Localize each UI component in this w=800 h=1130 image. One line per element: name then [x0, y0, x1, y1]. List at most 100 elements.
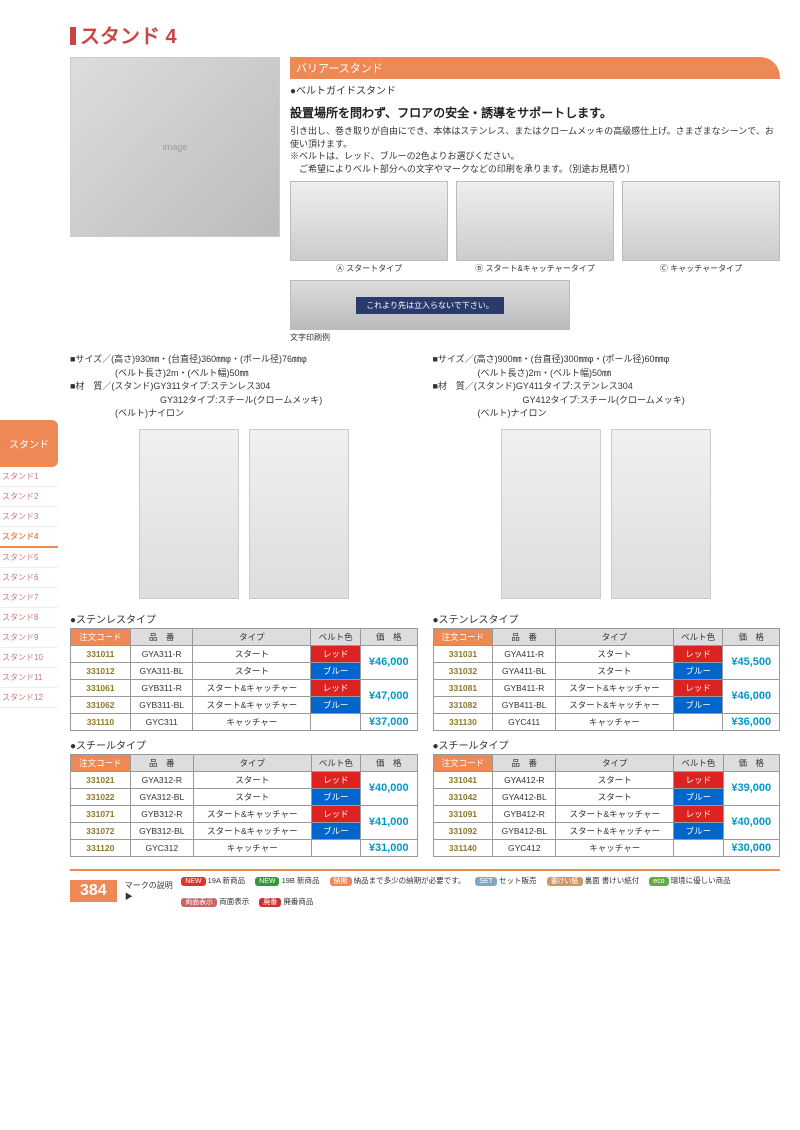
price: ¥41,000 [361, 805, 417, 839]
table-title: ●ステンレスタイプ [70, 611, 418, 626]
price: ¥46,000 [723, 679, 780, 713]
order-code: 331012 [71, 662, 131, 679]
product-table: 注文コード品 番タイプベルト色価 格331021GYA312-Rスタートレッド¥… [70, 754, 418, 857]
type-cell: スタート&キャッチャー [556, 805, 674, 822]
belt-color [311, 713, 361, 730]
model-number: GYB311-BL [130, 696, 193, 713]
order-code: 331120 [71, 839, 131, 856]
order-code: 331082 [433, 696, 493, 713]
model-number: GYC311 [130, 713, 193, 730]
table-row: 331140GYC412キャッチャー¥30,000 [433, 839, 780, 856]
stand-image [139, 429, 239, 599]
sidebar-item[interactable]: スタンド9 [0, 628, 58, 648]
sidebar-item[interactable]: スタンド8 [0, 608, 58, 628]
model-number: GYB311-R [130, 679, 193, 696]
model-number: GYA412-R [493, 771, 556, 788]
stand-image [611, 429, 711, 599]
model-number: GYB412-R [493, 805, 556, 822]
belt-color [311, 839, 360, 856]
type-cell: キャッチャー [555, 713, 673, 730]
belt-color: ブルー [311, 822, 360, 839]
category-band: バリアースタンド [290, 57, 780, 79]
model-number: GYC312 [130, 839, 193, 856]
order-code: 331081 [433, 679, 493, 696]
model-number: GYA412-BL [493, 788, 556, 805]
type-cell: スタート [193, 645, 311, 662]
sidebar-item[interactable]: スタンド5 [0, 548, 58, 568]
order-code: 331071 [71, 805, 131, 822]
sidebar-item[interactable]: スタンド6 [0, 568, 58, 588]
type-cell: スタート&キャッチャー [193, 679, 311, 696]
order-code: 331110 [71, 713, 131, 730]
type-cell: スタート [556, 771, 674, 788]
sidebar-item[interactable]: スタンド7 [0, 588, 58, 608]
sidebar-item[interactable]: スタンド4 [0, 527, 58, 548]
page-number: 384 [70, 880, 117, 902]
belt-color: レッド [311, 771, 360, 788]
spec-left: ■サイズ／(高さ)930㎜・(台直径)360㎜φ・(ポール径)76㎜φ (ベルト… [70, 353, 418, 421]
table-title: ●ステンレスタイプ [433, 611, 781, 626]
type-cell: スタート&キャッチャー [193, 805, 311, 822]
price: ¥40,000 [361, 771, 417, 805]
type-cell: スタート&キャッチャー [556, 822, 674, 839]
belt-color: ブルー [673, 662, 723, 679]
belt-color: ブルー [311, 788, 360, 805]
table-row: 331081GYB411-Rスタート&キャッチャーレッド¥46,000 [433, 679, 780, 696]
type-cell: スタート [193, 662, 311, 679]
sidebar-main: スタンド [0, 420, 58, 467]
description-text: 引き出し、巻き取りが自由にでき、本体はステンレス、またはクロームメッキの高級感仕… [290, 125, 780, 175]
sidebar-item[interactable]: スタンド12 [0, 688, 58, 708]
product-table: 注文コード品 番タイプベルト色価 格331031GYA411-Rスタートレッド¥… [433, 628, 781, 731]
type-cell: スタート [555, 662, 673, 679]
price: ¥47,000 [360, 679, 417, 713]
table-row: 331120GYC312キャッチャー ¥31,000 [71, 839, 418, 856]
hero-image: image [70, 57, 280, 237]
type-cell: キャッチャー [193, 839, 311, 856]
belt-color: ブルー [674, 822, 723, 839]
page-title: スタンド 4 [70, 20, 780, 49]
belt-color: レッド [673, 679, 723, 696]
belt-color [673, 713, 723, 730]
table-row: 331110GYC311キャッチャー¥37,000 [71, 713, 418, 730]
sidebar-item[interactable]: スタンド2 [0, 487, 58, 507]
order-code: 331011 [71, 645, 131, 662]
footer: 384 マークの説明▶ NEW 19A 新商品NEW 19B 新商品納期 納品ま… [70, 869, 780, 907]
model-number: GYB412-BL [493, 822, 556, 839]
order-code: 331062 [71, 696, 131, 713]
type-images: Ⓐ スタートタイプⒷ スタート&キャッチャータイプⒸ キャッチャータイプ [290, 181, 780, 274]
stand-image [249, 429, 349, 599]
product-subhead: ●ベルトガイドスタンド [290, 79, 780, 100]
belt-color: ブルー [311, 662, 361, 679]
description-headline: 設置場所を問わず、フロアの安全・誘導をサポートします。 [290, 104, 780, 121]
order-code: 331061 [71, 679, 131, 696]
price: ¥45,500 [723, 645, 780, 679]
belt-color: レッド [674, 771, 723, 788]
sidebar-item[interactable]: スタンド3 [0, 507, 58, 527]
type-cell: スタート&キャッチャー [193, 696, 311, 713]
sidebar-item[interactable]: スタンド10 [0, 648, 58, 668]
type-cell: キャッチャー [193, 713, 311, 730]
model-number: GYA312-R [130, 771, 193, 788]
model-number: GYB312-BL [130, 822, 193, 839]
order-code: 331021 [71, 771, 131, 788]
table-row: 331041GYA412-Rスタートレッド¥39,000 [433, 771, 780, 788]
right-column: ■サイズ／(高さ)900㎜・(台直径)300㎜φ・(ポール径)60㎜φ (ベルト… [433, 353, 781, 857]
sidebar-item[interactable]: スタンド1 [0, 467, 58, 487]
order-code: 331042 [433, 788, 493, 805]
model-number: GYA411-BL [493, 662, 556, 679]
price: ¥31,000 [361, 839, 417, 856]
stand-image [501, 429, 601, 599]
price: ¥46,000 [360, 645, 417, 679]
table-row: 331130GYC411キャッチャー¥36,000 [433, 713, 780, 730]
order-code: 331041 [433, 771, 493, 788]
model-number: GYB411-BL [493, 696, 556, 713]
table-row: 331091GYB412-Rスタート&キャッチャーレッド¥40,000 [433, 805, 780, 822]
order-code: 331130 [433, 713, 493, 730]
sidebar-item[interactable]: スタンド11 [0, 668, 58, 688]
table-row: 331021GYA312-Rスタートレッド¥40,000 [71, 771, 418, 788]
belt-color: レッド [311, 645, 361, 662]
type-cell: スタート [193, 788, 311, 805]
type-cell: スタート&キャッチャー [555, 696, 673, 713]
product-table: 注文コード品 番タイプベルト色価 格331041GYA412-Rスタートレッド¥… [433, 754, 781, 857]
type-cell: スタート [556, 788, 674, 805]
